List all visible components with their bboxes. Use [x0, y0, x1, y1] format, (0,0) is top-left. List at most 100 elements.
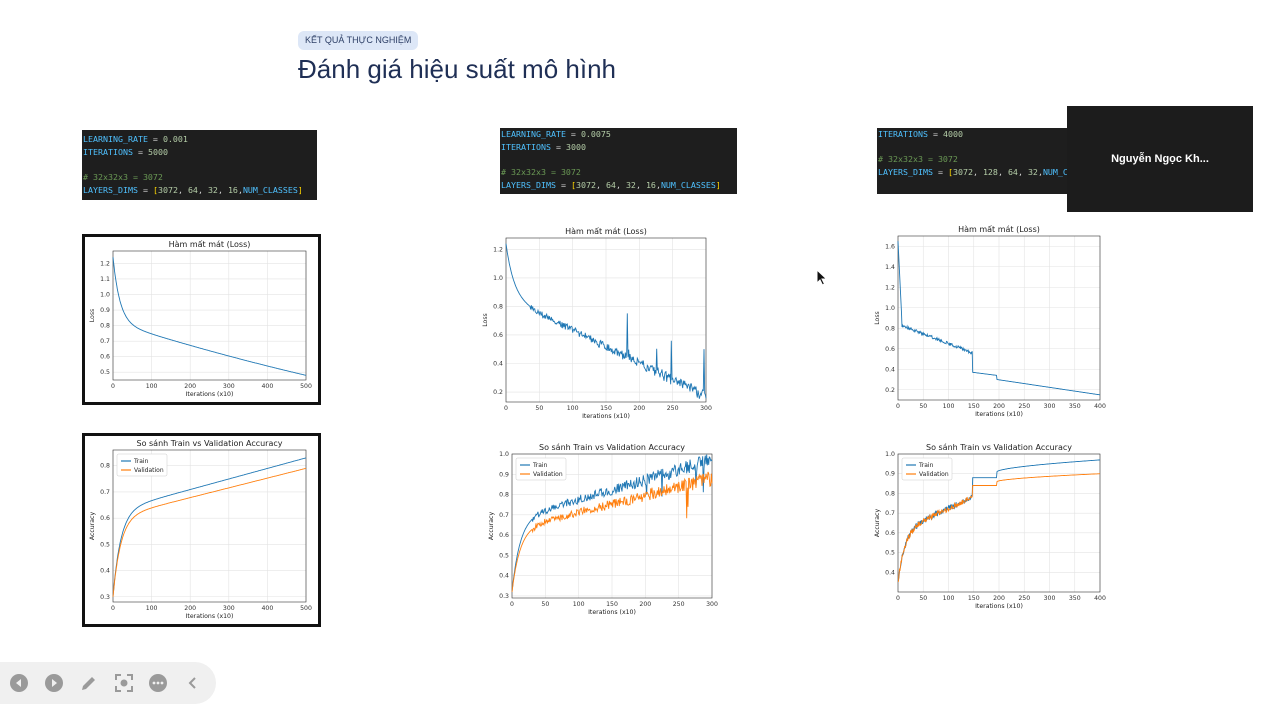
x-tick-label: 150	[968, 595, 980, 602]
y-tick-label: 1.4	[885, 264, 895, 271]
legend-label: Train	[918, 462, 934, 469]
x-tick-label: 200	[184, 383, 196, 390]
code-line: # 32x32x3 = 3072	[501, 166, 736, 179]
code-token: =	[555, 179, 571, 190]
chart-background	[870, 222, 1112, 422]
series-line	[897, 473, 1100, 583]
chart-svg: Hàm mất mát (Loss) 0 50 100 150 200 250 300 0.2 0…	[478, 224, 718, 424]
code-line	[878, 141, 1066, 154]
x-tick-label: 100	[146, 605, 158, 612]
x-axis-label: Iterations (x10)	[582, 413, 630, 420]
code-token: 5000	[147, 146, 168, 157]
code-token: NUM_CLASSES	[1042, 167, 1067, 178]
code-token: 0.0075	[580, 129, 611, 139]
x-tick-label: 50	[919, 595, 927, 602]
x-axis-label: Iterations (x10)	[975, 411, 1023, 418]
code-token: 3072	[575, 179, 596, 190]
legend-label: Train	[532, 462, 548, 469]
y-tick-label: 0.5	[100, 541, 110, 548]
code-line: # 32x32x3 = 3072	[878, 153, 1066, 166]
code-line: LEARNING_RATE = 0.001	[83, 133, 316, 146]
code-token: =	[565, 129, 581, 139]
x-tick-label: 150	[606, 601, 618, 608]
x-tick-label: 300	[706, 601, 718, 608]
chart-svg: So sánh Train vs Validation Accuracy 0 100…	[85, 436, 318, 624]
x-tick-label: 200	[639, 601, 651, 608]
code-token: ,	[655, 179, 661, 190]
code-token: 4000	[942, 129, 963, 139]
code-token: ,	[997, 167, 1008, 178]
series-line	[505, 243, 707, 399]
x-tick-label: 300	[1044, 595, 1056, 602]
code-token: ,	[635, 179, 646, 190]
x-tick-label: 200	[184, 605, 196, 612]
code-token: [	[947, 167, 953, 178]
x-tick-label: 300	[700, 405, 712, 412]
y-tick-label: 0.3	[100, 594, 110, 601]
code-line: # 32x32x3 = 3072	[83, 171, 316, 184]
x-tick-label: 250	[673, 601, 685, 608]
code-line: LAYERS_DIMS = [3072, 64, 32, 16,NUM_CLAS…	[501, 179, 736, 192]
x-tick-label: 0	[111, 383, 115, 390]
participant-video-tile[interactable]: Nguyễn Ngọc Kh...	[1067, 106, 1253, 212]
y-tick-label: 1.0	[493, 275, 503, 282]
series-line	[112, 257, 307, 376]
code-token: 64	[1007, 167, 1018, 178]
code-token: # 32x32x3 = 3072	[501, 167, 581, 178]
code-token: 16	[645, 179, 656, 190]
x-tick-label: 0	[111, 605, 115, 612]
code-line: ITERATIONS = 4000	[878, 128, 1066, 141]
code-line: LEARNING_RATE = 0.0075	[501, 128, 736, 141]
loss-chart-1: Hàm mất mát (Loss) 0 100 200 300 400 500 0.5 0.6…	[82, 234, 321, 405]
code-token: LAYERS_DIMS	[83, 184, 138, 195]
code-token: ,	[177, 184, 188, 195]
code-token: 3072	[952, 167, 973, 178]
series-line	[897, 241, 1101, 396]
focus-icon[interactable]	[114, 673, 134, 693]
code-block-1: LEARNING_RATE = 0.001 ITERATIONS = 5000 # …	[82, 130, 317, 200]
next-icon[interactable]	[44, 673, 64, 693]
code-line: LAYERS_DIMS = [3072, 128, 64, 32,NUM_CLA…	[878, 166, 1067, 179]
chart-svg: So sánh Train vs Validation Accuracy 0 50 1…	[484, 440, 724, 620]
x-tick-label: 250	[1018, 595, 1030, 602]
code-token: ,	[1037, 167, 1043, 178]
chart-svg: Hàm mất mát (Loss) 0 100 200 300 400 500 0.5 0.6…	[85, 237, 318, 402]
y-tick-label: 0.2	[493, 389, 503, 396]
code-block-3: ITERATIONS = 4000 # 32x32x3 = 3072 LAYERS_…	[877, 128, 1067, 194]
code-token: ,	[217, 184, 228, 195]
series-line	[511, 454, 713, 592]
code-line	[501, 153, 736, 166]
code-token: =	[550, 141, 566, 152]
y-tick-label: 0.8	[499, 492, 509, 499]
y-tick-label: 0.7	[499, 512, 509, 519]
legend-label: Validation	[533, 471, 563, 478]
y-tick-label: 1.0	[499, 451, 509, 458]
code-token: ITERATIONS	[501, 141, 551, 152]
more-icon[interactable]	[148, 673, 168, 693]
y-axis-label: Accuracy	[874, 509, 881, 538]
code-token: ]	[297, 184, 303, 195]
code-token: 64	[605, 179, 616, 190]
code-token: ]	[715, 179, 721, 190]
y-tick-label: 0.2	[885, 387, 895, 394]
code-token: 64	[187, 184, 198, 195]
x-tick-label: 100	[943, 403, 955, 410]
y-axis-label: Accuracy	[488, 512, 495, 541]
code-token: LAYERS_DIMS	[501, 179, 556, 190]
x-tick-label: 300	[223, 605, 235, 612]
y-tick-label: 0.8	[493, 303, 503, 310]
accuracy-chart-3: So sánh Train vs Validation Accuracy 0 50 1…	[870, 440, 1112, 614]
code-token: ,	[615, 179, 626, 190]
code-token: [	[152, 184, 158, 195]
plot-frame	[897, 235, 1101, 401]
y-tick-label: 0.6	[885, 530, 895, 537]
x-tick-label: 0	[896, 595, 900, 602]
y-tick-label: 0.4	[885, 366, 895, 373]
code-token: 16	[227, 184, 238, 195]
x-tick-label: 250	[667, 405, 679, 412]
y-tick-label: 0.7	[100, 338, 110, 345]
pen-icon[interactable]	[79, 673, 99, 693]
prev-icon[interactable]	[9, 673, 29, 693]
code-token: ITERATIONS	[83, 146, 133, 157]
collapse-icon[interactable]	[183, 673, 203, 693]
